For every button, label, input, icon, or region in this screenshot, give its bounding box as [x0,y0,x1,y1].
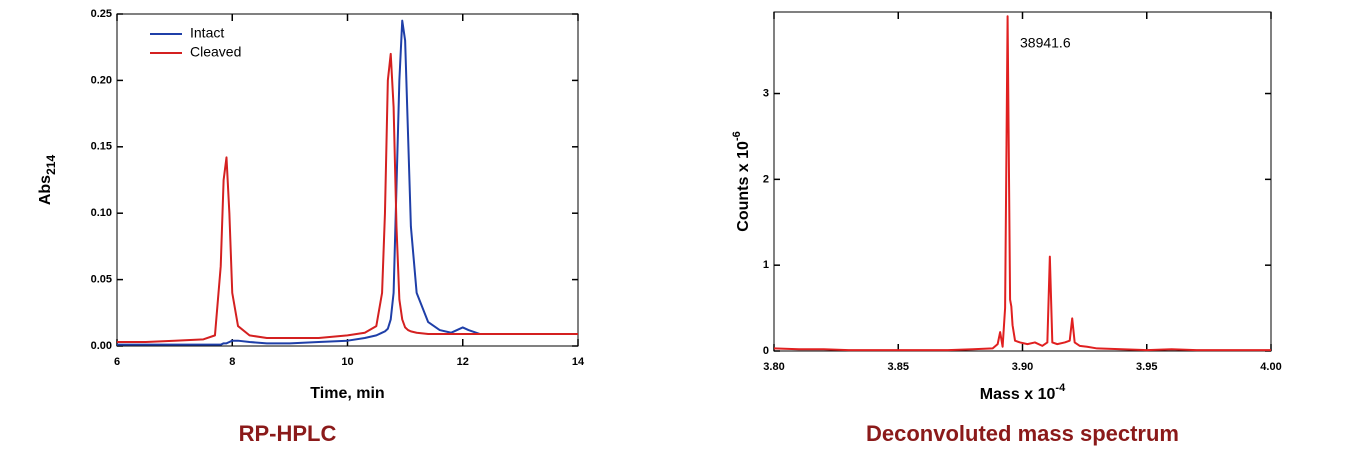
x-axis-label-text: Time, min [310,385,384,402]
x-axis-label-exponent: -4 [1055,382,1066,394]
x-axis-label-text: Mass x 10 [980,386,1056,403]
x-tick-label: 10 [341,356,353,368]
y-axis-label-subscript: 214 [44,155,58,175]
chart-caption: Deconvoluted mass spectrum [866,421,1179,446]
y-tick-label: 0.05 [91,274,112,286]
y-tick-label: 2 [763,173,769,185]
y-axis-label-text: Abs [37,175,54,205]
y-tick-label: 0.20 [91,74,112,86]
x-tick-label: 3.80 [763,361,784,373]
peak-annotation: 38941.6 [1020,35,1071,51]
y-tick-label: 0.25 [91,8,112,20]
x-tick-label: 3.95 [1136,361,1157,373]
y-tick-label: 1 [763,259,769,271]
y-tick-label: 0.10 [91,207,112,219]
x-tick-label: 3.85 [888,361,909,373]
x-tick-label: 14 [572,356,585,368]
x-axis-label: Time, min [310,385,384,402]
x-axis-label: Mass x 10-4 [980,382,1066,403]
y-tick-label: 3 [763,87,769,99]
data-line [117,19,578,346]
legend-label: Intact [190,25,224,41]
y-axis-label-text: Counts x 10 [735,141,752,232]
y-axis-label: Abs214 [37,155,58,206]
y-tick-label: 0.00 [91,340,112,352]
x-tick-label: 3.90 [1012,361,1033,373]
data-line [773,15,1271,352]
x-tick-label: 8 [229,356,235,368]
chart-caption: RP-HPLC [239,421,337,446]
y-axis-label-exponent: -6 [731,131,743,141]
x-tick-label: 6 [114,356,120,368]
data-line [117,52,578,344]
y-tick-label: 0.15 [91,141,112,153]
legend-label: Cleaved [190,44,241,60]
x-tick-label: 4.00 [1260,361,1281,373]
y-tick-label: 0 [763,345,769,357]
plot-frame [116,13,579,347]
x-tick-label: 12 [457,356,469,368]
y-axis-label: Counts x 10-6 [731,131,752,231]
plot-frame [773,11,1272,352]
